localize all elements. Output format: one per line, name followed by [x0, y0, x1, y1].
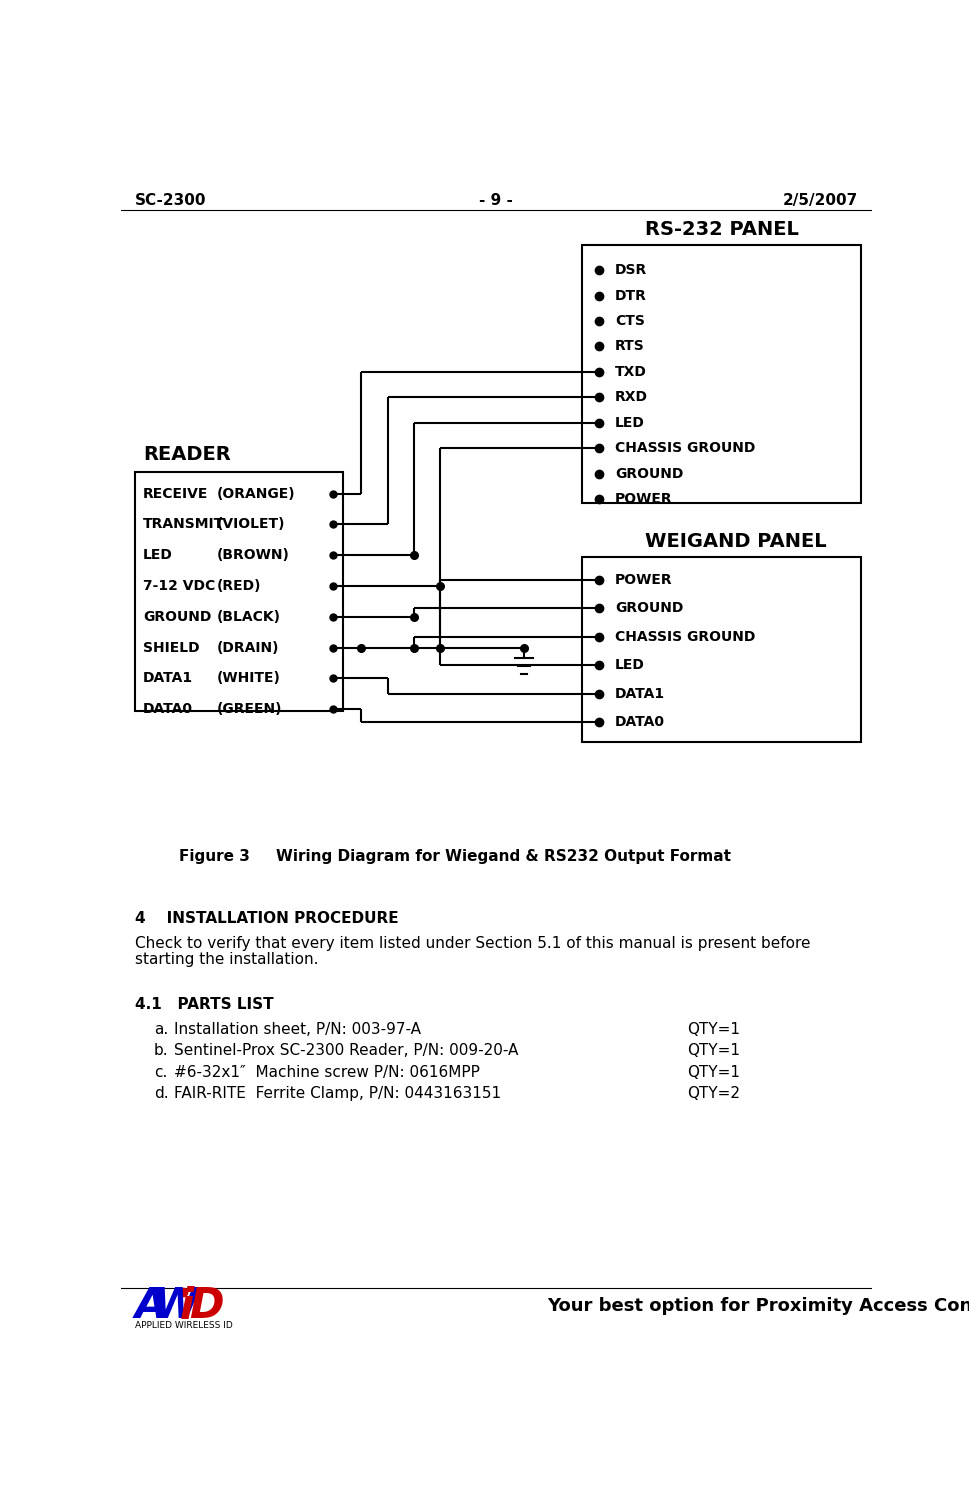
Text: GROUND: GROUND	[614, 466, 683, 480]
Text: (GREEN): (GREEN)	[216, 703, 282, 716]
Text: Your best option for Proximity Access Control: Your best option for Proximity Access Co…	[547, 1296, 969, 1316]
Text: 4    INSTALLATION PROCEDURE: 4 INSTALLATION PROCEDURE	[135, 910, 398, 925]
Text: (VIOLET): (VIOLET)	[216, 517, 285, 531]
Text: GROUND: GROUND	[614, 601, 683, 616]
Text: Figure 3: Figure 3	[179, 849, 250, 864]
Text: (RED): (RED)	[216, 579, 261, 594]
Text: c.: c.	[154, 1064, 167, 1079]
Text: (BLACK): (BLACK)	[216, 610, 280, 623]
Text: A: A	[135, 1284, 168, 1328]
Text: DATA1: DATA1	[614, 686, 665, 701]
Bar	[582, 245, 861, 502]
Text: b.: b.	[154, 1044, 169, 1058]
Text: APPLIED WIRELESS ID: APPLIED WIRELESS ID	[135, 1322, 233, 1331]
Text: QTY=1: QTY=1	[687, 1044, 740, 1058]
Text: READER: READER	[142, 446, 231, 465]
Text: QTY=1: QTY=1	[687, 1064, 740, 1079]
Text: WEIGAND PANEL: WEIGAND PANEL	[645, 532, 827, 550]
Bar	[135, 472, 343, 710]
Text: CHASSIS GROUND: CHASSIS GROUND	[614, 629, 755, 644]
Text: (DRAIN): (DRAIN)	[216, 640, 279, 655]
Text: CTS: CTS	[614, 314, 644, 327]
Text: TRANSMIT: TRANSMIT	[142, 517, 224, 531]
Text: DATA0: DATA0	[142, 703, 193, 716]
Text: #6-32x1″  Machine screw P/N: 0616MPP: #6-32x1″ Machine screw P/N: 0616MPP	[173, 1064, 480, 1079]
Text: FAIR-RITE  Ferrite Clamp, P/N: 0443163151: FAIR-RITE Ferrite Clamp, P/N: 0443163151	[173, 1087, 501, 1102]
Text: D: D	[189, 1284, 224, 1328]
Text: Check to verify that every item listed under Section 5.1 of this manual is prese: Check to verify that every item listed u…	[135, 936, 811, 951]
Text: DATA0: DATA0	[614, 715, 665, 730]
Text: a.: a.	[154, 1021, 168, 1036]
Text: Sentinel-Prox SC-2300 Reader, P/N: 009-20-A: Sentinel-Prox SC-2300 Reader, P/N: 009-2…	[173, 1044, 518, 1058]
Text: (BROWN): (BROWN)	[216, 549, 290, 562]
Text: W: W	[152, 1284, 198, 1328]
Text: LED: LED	[614, 416, 644, 429]
Text: POWER: POWER	[614, 492, 672, 505]
Text: DTR: DTR	[614, 289, 646, 302]
Text: Wiring Diagram for Wiegand & RS232 Output Format: Wiring Diagram for Wiegand & RS232 Outpu…	[276, 849, 732, 864]
Text: 4.1   PARTS LIST: 4.1 PARTS LIST	[135, 997, 273, 1012]
Text: DSR: DSR	[614, 263, 647, 277]
Text: SHIELD: SHIELD	[142, 640, 200, 655]
Text: LED: LED	[142, 549, 172, 562]
Text: RXD: RXD	[614, 390, 648, 404]
Text: GROUND: GROUND	[142, 610, 211, 623]
Text: RS-232 PANEL: RS-232 PANEL	[644, 220, 798, 239]
Text: QTY=1: QTY=1	[687, 1021, 740, 1036]
Bar	[582, 556, 861, 742]
Text: 2/5/2007: 2/5/2007	[783, 193, 859, 208]
Text: (ORANGE): (ORANGE)	[216, 486, 296, 501]
Text: RECEIVE: RECEIVE	[142, 486, 208, 501]
Text: CHASSIS GROUND: CHASSIS GROUND	[614, 441, 755, 454]
Text: - 9 -: - 9 -	[480, 193, 514, 208]
Text: starting the installation.: starting the installation.	[135, 952, 319, 967]
Text: 7-12 VDC: 7-12 VDC	[142, 579, 215, 594]
Text: d.: d.	[154, 1087, 169, 1102]
Text: RTS: RTS	[614, 339, 644, 353]
Text: TXD: TXD	[614, 365, 646, 378]
Text: Installation sheet, P/N: 003-97-A: Installation sheet, P/N: 003-97-A	[173, 1021, 421, 1036]
Text: SC-2300: SC-2300	[135, 193, 206, 208]
Text: DATA1: DATA1	[142, 671, 193, 685]
Text: i: i	[179, 1287, 194, 1329]
Text: (WHITE): (WHITE)	[216, 671, 280, 685]
Text: POWER: POWER	[614, 573, 672, 588]
Text: LED: LED	[614, 658, 644, 673]
Text: QTY=2: QTY=2	[687, 1087, 740, 1102]
